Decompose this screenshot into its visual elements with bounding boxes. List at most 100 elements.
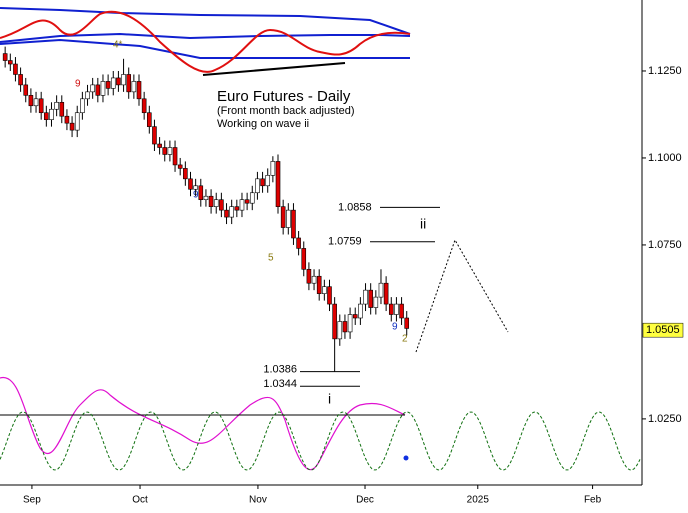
candle-body (383, 282, 389, 305)
y-tick-label: 1.1250 (648, 65, 682, 77)
candle-body (291, 209, 296, 239)
candle-body (116, 77, 121, 86)
candle-body (301, 248, 307, 270)
count-label: 9 (75, 79, 81, 90)
candle-body (270, 161, 276, 176)
candle-body (49, 108, 54, 120)
candle-body (172, 147, 178, 166)
candle-body (100, 81, 106, 96)
x-tick-label: Feb (584, 495, 602, 506)
candle-body (95, 84, 101, 96)
candle-body (141, 98, 147, 114)
chart-title: Euro Futures - Daily (217, 88, 351, 105)
candle-body (368, 289, 373, 308)
candle-body (378, 282, 384, 298)
candle-body (404, 317, 410, 329)
candle-body (121, 74, 126, 86)
candle-body (239, 199, 245, 211)
candle-body (23, 84, 29, 96)
candle-body (316, 275, 322, 294)
level-label: 1.0344 (263, 378, 297, 390)
candle-body (265, 175, 271, 187)
x-tick-label: 2025 (467, 495, 490, 506)
candle-body (219, 199, 224, 211)
candle-body (74, 112, 80, 131)
candle-body (38, 98, 44, 114)
candle-body (394, 303, 399, 315)
candle-body (44, 112, 49, 120)
candle-body (234, 206, 240, 211)
candle-body (28, 95, 34, 107)
candle-body (213, 199, 219, 207)
level-label: 1.0858 (338, 201, 372, 213)
candle-body (2, 53, 8, 61)
candle-body (18, 74, 23, 86)
price-tag-label: 1.0505 (646, 324, 680, 336)
candle-body (286, 209, 291, 228)
x-tick-label: Dec (356, 495, 374, 506)
candle-body (80, 98, 85, 114)
candle-body (110, 77, 116, 89)
candle-body (280, 206, 286, 228)
wave-label: ii (420, 216, 426, 232)
candle-body (33, 98, 39, 107)
candle-body (249, 192, 255, 204)
candle-body (147, 112, 152, 127)
candle-body (203, 195, 209, 201)
candle-body (188, 178, 193, 190)
candle-body (183, 168, 188, 180)
candle-body (388, 303, 394, 315)
candle-body (322, 286, 327, 294)
y-tick-label: 1.1000 (648, 152, 682, 164)
price-tag (642, 322, 684, 338)
candle-body (198, 185, 204, 201)
candle-body (296, 237, 301, 249)
candle-body (224, 209, 229, 218)
candle-body (69, 122, 75, 131)
trend-line (202, 62, 346, 76)
count-label: 9 (392, 322, 398, 333)
candle-body (90, 84, 95, 93)
candle-body (327, 286, 332, 305)
candle-body (229, 206, 234, 218)
candle-body (131, 81, 137, 93)
candle-body (352, 314, 358, 319)
projected-cycle (0, 411, 641, 471)
candle-body (126, 74, 132, 93)
candle-body (157, 143, 162, 148)
candle-body (311, 275, 317, 284)
chart-subtitle: (Front month back adjusted) (217, 105, 355, 117)
candle-body (64, 115, 70, 124)
candle-body (275, 161, 281, 207)
candle-body (306, 268, 312, 284)
wave-label: 2 (402, 334, 408, 345)
cycle-point (403, 455, 409, 461)
candle-body (332, 303, 337, 340)
candle-body (337, 321, 343, 340)
upper-band (0, 7, 411, 35)
candle-body (260, 178, 265, 187)
x-tick-label: Oct (132, 495, 148, 506)
candle-body (136, 81, 142, 100)
candle-body (244, 199, 250, 204)
cycle-oscillator (0, 377, 406, 471)
candle-body (105, 81, 111, 89)
candle-body (152, 126, 157, 145)
candle-body (399, 303, 404, 319)
level-label: 1.0759 (328, 236, 362, 248)
candle-body (193, 185, 198, 190)
candle-body (13, 63, 18, 75)
candle-body (363, 289, 368, 305)
candle-body (347, 314, 353, 333)
plot-area (0, 0, 642, 485)
projected-wave (415, 238, 509, 353)
candle-body (342, 321, 348, 333)
candle-body (358, 303, 363, 319)
candle-body (54, 101, 59, 110)
wave-label: i (328, 391, 331, 407)
y-tick-label: 1.0250 (648, 413, 682, 425)
candle-body (167, 147, 173, 155)
candle-body (162, 147, 168, 155)
wave-label: 5 (268, 253, 274, 264)
